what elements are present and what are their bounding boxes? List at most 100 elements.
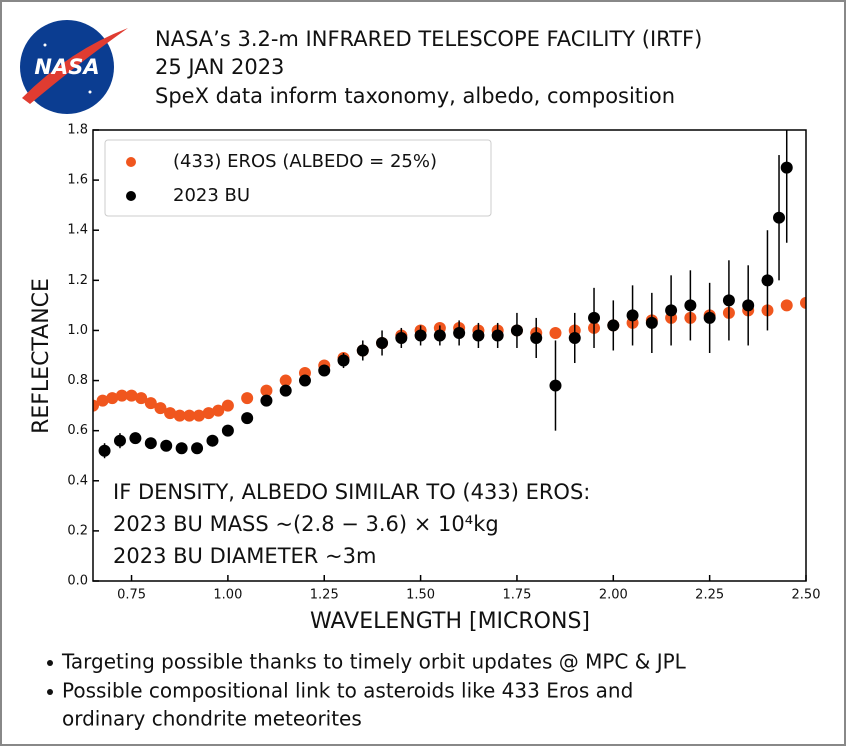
data-point xyxy=(96,394,109,407)
data-point xyxy=(144,437,157,450)
data-point xyxy=(113,434,126,447)
data-point xyxy=(780,161,793,174)
data-point xyxy=(453,326,466,339)
data-point xyxy=(337,354,350,367)
data-point xyxy=(125,389,138,402)
data-point xyxy=(414,329,427,342)
bullet-text: ordinary chondrite meteorites xyxy=(62,707,362,731)
y-tick-label: 0.6 xyxy=(67,423,88,438)
y-tick-label: 0.8 xyxy=(67,373,88,388)
legend-label: 2023 BU xyxy=(173,185,250,206)
data-point xyxy=(645,316,658,329)
data-point xyxy=(356,344,369,357)
header-line: NASA’s 3.2-m INFRARED TELESCOPE FACILITY… xyxy=(155,27,702,51)
data-point xyxy=(773,211,786,224)
y-axis-label: REFLECTANCE xyxy=(29,278,54,434)
annotation: IF DENSITY, ALBEDO SIMILAR TO (433) EROS… xyxy=(113,480,590,504)
data-point xyxy=(183,409,196,422)
data-point xyxy=(98,444,111,457)
data-point xyxy=(135,392,148,405)
data-point xyxy=(221,424,234,437)
data-point xyxy=(568,331,581,344)
data-point xyxy=(115,389,128,402)
header-line: SpeX data inform taxonomy, albedo, compo… xyxy=(155,84,675,108)
data-point xyxy=(626,309,639,322)
data-point xyxy=(510,324,523,337)
plot-frame xyxy=(92,129,807,582)
data-point xyxy=(530,331,543,344)
data-point xyxy=(722,294,735,307)
data-point xyxy=(260,384,273,397)
data-point xyxy=(241,412,254,425)
legend-swatch xyxy=(126,191,136,201)
legend-box xyxy=(104,139,492,217)
legend-swatch xyxy=(126,157,136,167)
plot-area xyxy=(93,130,806,459)
data-point xyxy=(433,329,446,342)
bullet-dot xyxy=(47,660,53,666)
data-point xyxy=(106,392,119,405)
data-point xyxy=(761,274,774,287)
data-point xyxy=(703,311,716,324)
nasa-logo: NASA xyxy=(20,20,128,114)
y-tick-label: 1.8 xyxy=(67,123,88,138)
data-point xyxy=(279,384,292,397)
bullet-dot xyxy=(47,689,53,695)
y-tick-label: 0.2 xyxy=(67,523,88,538)
data-point xyxy=(154,402,167,415)
data-point xyxy=(206,434,219,447)
x-tick-label: 1.50 xyxy=(406,588,435,603)
data-point xyxy=(221,399,234,412)
logo-text: NASA xyxy=(34,55,99,79)
data-point xyxy=(588,311,601,324)
data-point xyxy=(175,442,188,455)
data-point xyxy=(160,439,173,452)
annotation: 2023 BU DIAMETER ~3m xyxy=(113,544,376,568)
data-point xyxy=(129,432,142,445)
data-point xyxy=(318,364,331,377)
data-point xyxy=(173,409,186,422)
x-tick-label: 2.50 xyxy=(792,588,821,603)
data-point xyxy=(780,299,793,312)
y-tick-label: 1.2 xyxy=(67,273,88,288)
data-point xyxy=(549,326,562,339)
bullet-text: Possible compositional link to asteroids… xyxy=(62,679,633,703)
data-point xyxy=(191,442,204,455)
data-point xyxy=(144,397,157,410)
data-point xyxy=(472,329,485,342)
y-tick-label: 1.6 xyxy=(67,173,88,188)
data-point xyxy=(684,299,697,312)
x-tick-label: 1.00 xyxy=(213,588,242,603)
legend-label: (433) EROS (ALBEDO = 25%) xyxy=(173,151,437,172)
data-point xyxy=(192,409,205,422)
logo-swoosh xyxy=(22,28,128,104)
data-point xyxy=(279,374,292,387)
data-point xyxy=(395,331,408,344)
y-tick-label: 1.4 xyxy=(67,223,88,238)
logo-star xyxy=(43,43,47,47)
bullet-text: Targeting possible thanks to timely orbi… xyxy=(61,650,687,674)
x-tick-label: 1.25 xyxy=(310,588,339,603)
data-point xyxy=(241,392,254,405)
data-point xyxy=(491,329,504,342)
annotation: 2023 BU MASS ~(2.8 − 3.6) × 10⁴kg xyxy=(113,512,499,536)
data-point xyxy=(800,296,806,309)
data-point xyxy=(607,319,620,332)
data-point xyxy=(376,336,389,349)
legend: (433) EROS (ALBEDO = 25%) 2023 BU xyxy=(104,139,492,217)
x-tick-label: 2.25 xyxy=(695,588,724,603)
data-point xyxy=(164,407,177,420)
data-point xyxy=(260,394,273,407)
x-tick-label: 2.00 xyxy=(599,588,628,603)
logo-star xyxy=(88,90,92,94)
data-point xyxy=(549,379,562,392)
y-tick-label: 0.4 xyxy=(67,473,88,488)
y-tick-label: 0.0 xyxy=(67,574,88,589)
x-axis-label: WAVELENGTH [MICRONS] xyxy=(310,609,590,634)
data-point xyxy=(212,404,225,417)
data-point xyxy=(298,374,311,387)
data-point xyxy=(202,407,215,420)
x-tick-label: 0.75 xyxy=(117,588,146,603)
